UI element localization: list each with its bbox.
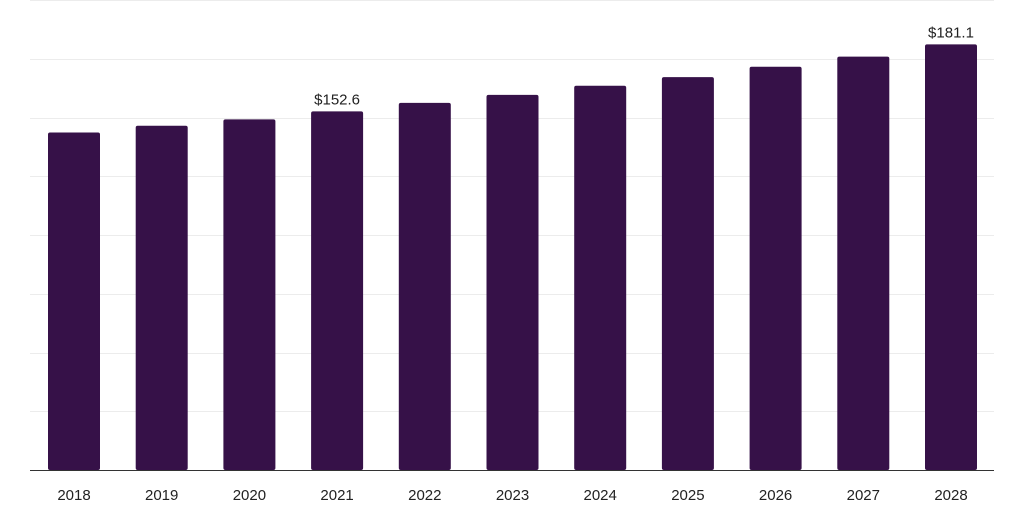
bar-2020 <box>223 119 276 471</box>
bar-2028 <box>925 44 977 471</box>
data-label-2028: $181.1 <box>928 24 974 41</box>
x-tick-label: 2019 <box>145 487 178 504</box>
bar-2024 <box>574 85 627 471</box>
x-tick-label: 2025 <box>671 487 704 504</box>
x-tick-label: 2026 <box>759 487 792 504</box>
x-tick-label: 2024 <box>584 487 617 504</box>
data-labels: $152.6 $181.1 <box>314 24 974 108</box>
x-tick-label: 2023 <box>496 487 529 504</box>
bars <box>48 44 977 471</box>
data-label-2021: $152.6 <box>314 91 360 108</box>
bar-2019 <box>135 125 188 470</box>
x-tick-label: 2018 <box>57 487 90 504</box>
bar-2023 <box>486 94 539 471</box>
bar-2026 <box>749 66 802 470</box>
bar-2025 <box>661 77 714 470</box>
bar-2018 <box>48 132 100 470</box>
x-tick-label: 2027 <box>847 487 880 504</box>
bar-2027 <box>837 56 890 470</box>
x-tick-label: 2022 <box>408 487 441 504</box>
bar-2021 <box>311 111 364 471</box>
x-tick-label: 2028 <box>934 487 967 504</box>
bar-2022 <box>398 102 451 471</box>
x-tick-label: 2021 <box>320 487 353 504</box>
x-axis-ticks: 2018 2019 2020 2021 2022 2023 2024 2025 2026 2027… <box>57 487 967 504</box>
x-tick-label: 2020 <box>233 487 266 504</box>
